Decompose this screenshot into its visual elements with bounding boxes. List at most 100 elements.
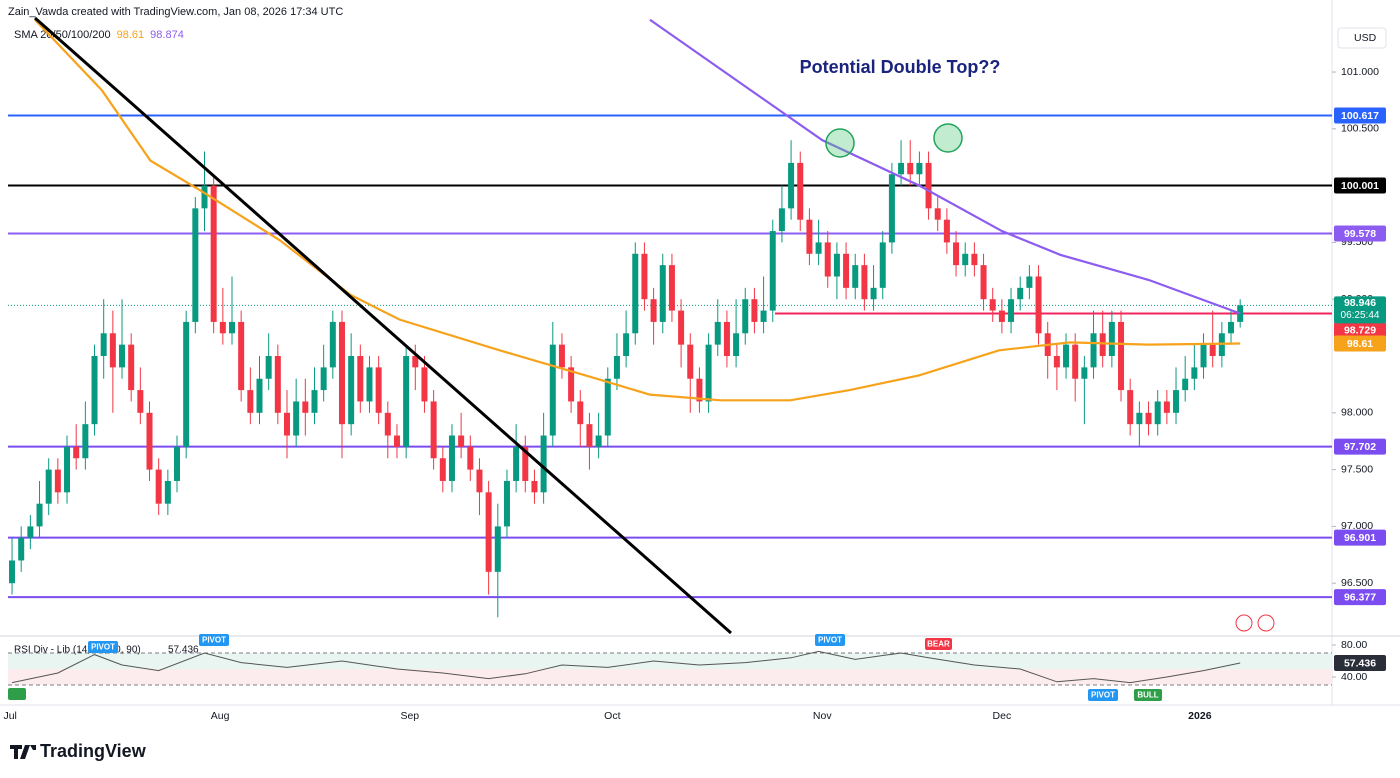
candle-body: [1017, 287, 1024, 300]
candle-body: [632, 253, 639, 334]
candle-body: [219, 321, 226, 334]
trendline: [34, 16, 732, 635]
y-tick-label: 96.500: [1341, 577, 1373, 589]
candle-body: [843, 253, 850, 288]
sma-tag-box: [1334, 335, 1386, 352]
candle-body: [146, 412, 153, 470]
candle-body: [815, 242, 822, 254]
candle-body: [100, 333, 107, 357]
sma-value: 98.61: [117, 29, 145, 41]
candle-body: [1228, 321, 1235, 334]
logo-text: TradingView: [40, 741, 147, 761]
x-tick-label: Jul: [3, 710, 16, 722]
candle-body: [998, 310, 1005, 322]
candle-body: [540, 435, 547, 493]
badge: [199, 634, 229, 646]
candle-body: [256, 378, 263, 413]
y-tick-label: 98.000: [1341, 407, 1373, 419]
candle-body: [421, 367, 428, 402]
candle-body: [27, 526, 34, 538]
x-tick-label: Dec: [993, 710, 1012, 722]
candle-body: [45, 469, 52, 504]
x-tick-label: 2026: [1188, 710, 1212, 722]
candle-body: [9, 560, 16, 584]
rsi-band-lower: [8, 669, 1332, 685]
candle-body: [1099, 333, 1106, 357]
candle-body: [109, 333, 116, 368]
candle-body: [916, 162, 923, 175]
candle-body: [751, 299, 758, 322]
candle-body: [283, 412, 290, 436]
rsi-value: 57.436: [168, 645, 199, 656]
candle-body: [238, 321, 245, 391]
candle-body: [760, 310, 767, 322]
candle-body: [183, 321, 190, 447]
candle-body: [91, 356, 98, 425]
candle-body: [879, 242, 886, 288]
signal-badges: PIVOT PIVOT PIVOT BEAR PIVOT BULL: [8, 634, 1162, 701]
candle-body: [595, 435, 602, 447]
candle-body: [311, 390, 318, 413]
badge: [925, 638, 952, 650]
rsi-tick-label: 40.00: [1341, 671, 1367, 683]
candle-body: [384, 412, 391, 436]
candle-body: [577, 401, 584, 425]
currency-box[interactable]: [1337, 27, 1387, 49]
level-tag-box: [1334, 107, 1386, 124]
event-icon[interactable]: [1257, 614, 1275, 632]
candle-body: [733, 333, 740, 357]
countdown: 06:25:44: [1341, 310, 1380, 321]
badge: [815, 634, 845, 646]
rsi-tag: 57.436: [1344, 657, 1376, 669]
candle-body: [228, 321, 235, 334]
x-tick-label: Aug: [211, 710, 230, 722]
candle-body: [448, 435, 455, 481]
attribution: Zain_Vawda created with TradingView.com,…: [8, 6, 343, 18]
sma-line: [649, 18, 1241, 315]
rsi-panel: [8, 650, 1332, 686]
rsi-line: [11, 650, 1241, 684]
badge: [8, 688, 26, 700]
candle-body: [953, 242, 960, 266]
candle-body: [558, 344, 565, 368]
candle-body: [174, 446, 181, 481]
candle-body: [467, 446, 474, 470]
candle-body: [64, 446, 71, 493]
candle-body: [549, 344, 556, 436]
candle-body: [641, 253, 648, 300]
candle-body: [274, 356, 281, 413]
candle-body: [934, 208, 941, 220]
sma-value: 98.874: [150, 29, 184, 41]
candle-body: [265, 356, 272, 379]
event-icon[interactable]: [1235, 614, 1253, 632]
y-tick-label: 100.500: [1341, 123, 1379, 135]
rsi-tick-label: 80.00: [1341, 639, 1367, 651]
candle-body: [650, 299, 657, 322]
candle-body: [1026, 276, 1033, 288]
annotation-title: Potential Double Top??: [800, 57, 1001, 77]
candle-body: [1108, 321, 1115, 357]
candle-body: [210, 185, 217, 322]
candle-body: [73, 446, 80, 459]
x-tick-label: Oct: [604, 710, 620, 722]
candle-body: [678, 310, 685, 345]
candle-body: [604, 378, 611, 436]
candle-body: [1163, 401, 1170, 413]
candle-body: [980, 265, 987, 300]
indicator-label: SMA 20/50/100/200: [14, 29, 111, 41]
sma-tag: 98.61: [1347, 338, 1373, 350]
candle-body: [494, 526, 501, 572]
candle-body: [119, 344, 126, 368]
sma-lines: [34, 18, 1241, 402]
currency[interactable]: USD: [1354, 32, 1377, 44]
candle-body: [485, 492, 492, 572]
y-tick-label: 97.500: [1341, 463, 1373, 475]
candle-body: [623, 333, 630, 357]
candle-body: [723, 321, 730, 357]
badge: [88, 641, 118, 653]
candle-body: [18, 537, 25, 561]
x-tick-label: Nov: [813, 710, 832, 722]
candle-body: [403, 356, 410, 447]
candle-body: [888, 174, 895, 243]
